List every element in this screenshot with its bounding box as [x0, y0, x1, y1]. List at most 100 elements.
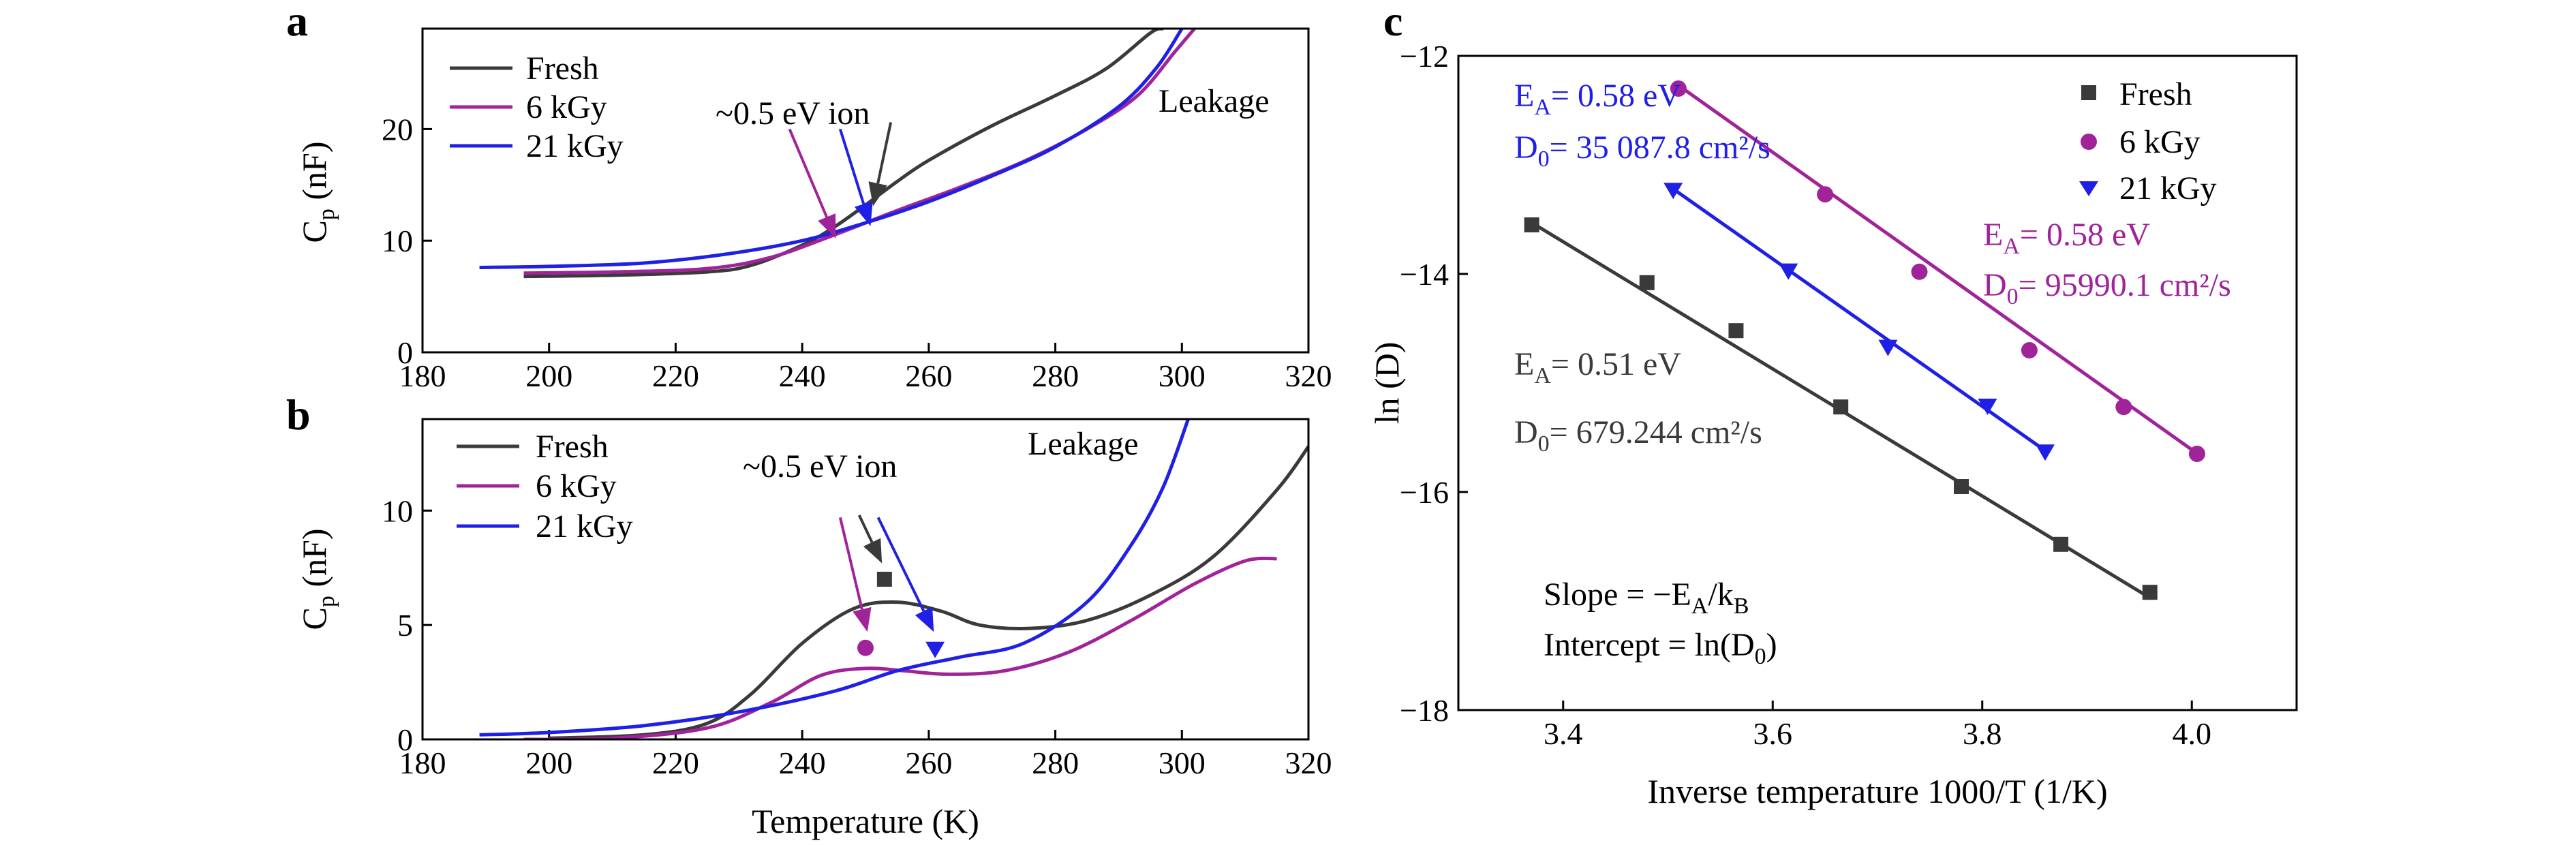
x-tick-label: 280	[1032, 746, 1079, 780]
legend-label-fresh: Fresh	[536, 429, 609, 465]
marker-square	[1639, 275, 1655, 290]
y-tick-label: −18	[1400, 693, 1449, 728]
legend-marker-triangle	[2079, 181, 2098, 196]
panel-b-arrows	[838, 514, 934, 632]
panel-b-plot-frame	[421, 418, 1310, 741]
arrow-head	[853, 606, 872, 632]
y-tick-label: −14	[1400, 257, 1449, 292]
arrow-shaft	[838, 517, 863, 610]
x-tick-label: 4.0	[2173, 716, 2212, 751]
marker-circle	[857, 639, 874, 656]
x-tick-label: 180	[399, 746, 446, 780]
x-tick-label: 260	[905, 746, 952, 780]
marker-triangle	[1978, 399, 1997, 415]
x-tick-label: 220	[652, 746, 699, 780]
panel-b-xlabel: Temperature (K)	[752, 802, 979, 840]
d0-6kgy: D0= 95990.1 cm²/s	[1983, 267, 2231, 309]
arrow-head	[818, 213, 836, 239]
marker-square	[2053, 536, 2069, 552]
marker-circle	[2115, 399, 2132, 416]
ea-fresh: EA= 0.51 eV	[1514, 346, 1681, 388]
legend-label-fresh: Fresh	[526, 50, 599, 87]
panel-a-label: a	[286, 0, 308, 45]
panel-a-legend: Fresh 6 kGy 21 kGy	[450, 50, 624, 164]
legend-label-6kgy: 6 kGy	[526, 89, 607, 125]
marker-square	[2142, 585, 2158, 600]
marker-triangle	[2036, 444, 2055, 461]
marker-circle	[1817, 186, 1834, 203]
marker-triangle	[1779, 263, 1798, 280]
marker-square	[1728, 323, 1744, 339]
series-line-21-kgy	[479, 29, 1184, 270]
x-tick-label: 280	[1032, 358, 1079, 393]
y-tick-label: 10	[382, 224, 413, 258]
panel-c-ylabel: ln (D)	[1368, 342, 1406, 425]
panel-c-ticks: 3.4 3.6 3.8 4.0 −18 −16 −14 −12	[1400, 39, 2211, 751]
panel-c-xlabel: Inverse temperature 1000/T (1/K)	[1647, 772, 2107, 810]
panel-a-ticks: 180 200 220 240 260 280 300 320 0 10 20	[382, 112, 1332, 393]
panel-a-leakage-annotation: Leakage	[1159, 83, 1270, 119]
y-tick-label: 10	[382, 493, 413, 528]
arrow-shaft	[857, 514, 874, 543]
series-line-fresh	[549, 445, 1308, 739]
panel-c-series	[1524, 80, 2205, 600]
panel-a-ion-annotation: ~0.5 eV ion	[716, 95, 870, 132]
x-tick-label: 320	[1285, 746, 1332, 780]
legend-label-fresh: Fresh	[2119, 76, 2192, 112]
y-tick-label: 0	[397, 335, 413, 370]
intercept-formula: Intercept = ln(D0)	[1544, 627, 1777, 669]
panel-c-label: c	[1383, 0, 1402, 45]
marker-circle	[2021, 342, 2038, 358]
legend-label-21kgy: 21 kGy	[536, 508, 633, 544]
series-line-21-kgy	[479, 419, 1190, 737]
x-tick-label: 260	[905, 358, 952, 393]
marker-circle	[2188, 446, 2205, 462]
x-tick-label: 200	[525, 746, 572, 780]
d0-fresh: D0= 679.244 cm²/s	[1514, 414, 1762, 457]
slope-formula: Slope = −EA/kB	[1544, 577, 1749, 619]
ea-21kgy: EA= 0.58 eV	[1514, 78, 1681, 120]
legend-label-21kgy: 21 kGy	[526, 128, 624, 164]
marker-triangle	[1878, 339, 1898, 356]
legend-label-6kgy: 6 kGy	[536, 468, 617, 504]
x-tick-label: 3.8	[1963, 716, 2002, 751]
arrow-head	[854, 201, 873, 226]
legend-marker-circle	[2081, 134, 2097, 150]
panel-c-plot-frame	[1457, 55, 2298, 711]
arrow-head	[915, 606, 934, 632]
fit-annotation-fresh: EA= 0.51 eV D0= 679.244 cm²/s	[1514, 346, 1762, 457]
panel-c-legend: Fresh 6 kGy 21 kGy	[2079, 76, 2217, 206]
x-tick-label: 220	[652, 358, 699, 393]
marker-circle	[1911, 263, 1928, 280]
arrow-shaft	[876, 122, 893, 184]
x-tick-label: 300	[1159, 746, 1206, 780]
panel-b-ion-annotation: ~0.5 eV ion	[743, 448, 897, 485]
fit-line-6-kgy	[1677, 84, 2204, 459]
x-tick-label: 3.4	[1544, 716, 1583, 751]
fit-annotation-21kgy: EA= 0.58 eV D0= 35 087.8 cm²/s	[1514, 78, 1770, 172]
panel-b-leakage-annotation: Leakage	[1028, 426, 1139, 462]
panel-c: c 3.4 3.6 3.8 4.0 −18 −16 −14 −12 ln (D) Invers…	[1368, 0, 2298, 810]
y-tick-label: 0	[397, 722, 413, 757]
panel-b: b 180 200 220 240 260 280 300 320 0 5 10 Cp (nF) T…	[286, 390, 1332, 840]
panel-b-series	[479, 419, 1308, 739]
panel-a-plot-frame	[421, 27, 1310, 354]
x-tick-label: 240	[779, 358, 826, 393]
series-line-6-kgy	[523, 29, 1196, 275]
x-tick-label: 180	[399, 358, 446, 393]
arrow-shaft	[788, 128, 828, 218]
x-tick-label: 300	[1159, 358, 1206, 393]
x-tick-label: 240	[779, 746, 826, 780]
marker-square	[876, 572, 892, 587]
y-tick-label: 5	[397, 608, 413, 643]
panel-b-ticks: 180 200 220 240 260 280 300 320 0 5 10	[382, 493, 1332, 780]
d0-21kgy: D0= 35 087.8 cm²/s	[1514, 129, 1770, 172]
panel-b-ylabel: Cp (nF)	[295, 529, 339, 630]
panel-b-label: b	[286, 390, 311, 439]
ea-6kgy: EA= 0.58 eV	[1983, 217, 2150, 259]
arrow-head	[868, 181, 887, 206]
x-tick-label: 3.6	[1753, 716, 1793, 751]
marker-circle	[1670, 80, 1687, 97]
